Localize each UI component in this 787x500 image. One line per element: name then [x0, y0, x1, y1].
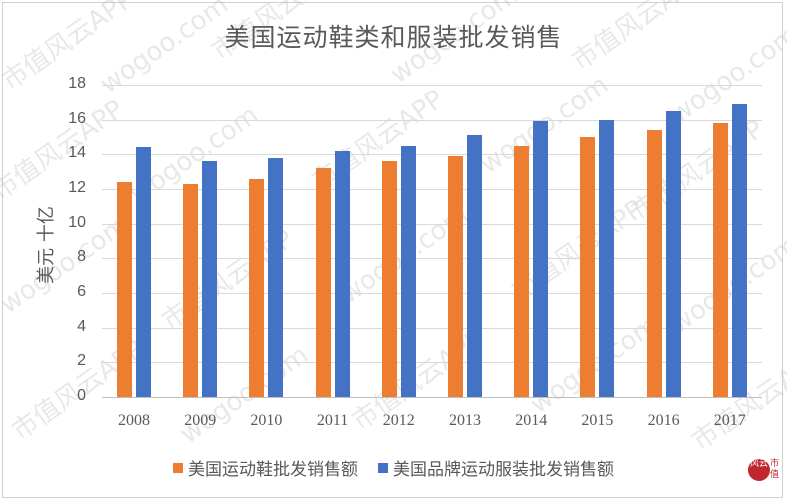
logo-side-text: 市值	[770, 459, 780, 480]
x-tick-label: 2011	[316, 412, 349, 429]
y-tick-label: 0	[77, 387, 86, 404]
bar-apparel	[467, 135, 482, 397]
bar-apparel	[334, 150, 350, 397]
x-tick-label: 2009	[184, 412, 217, 429]
bar-shoes	[183, 183, 199, 397]
bar-shoes	[315, 168, 331, 397]
legend-label: 美国品牌运动服装批发销售额	[393, 460, 614, 480]
bar-shoes	[580, 137, 596, 397]
legend-swatch-blue	[378, 462, 388, 473]
gridline	[102, 293, 762, 294]
y-tick-label: 2	[77, 352, 86, 369]
legend-swatch-orange	[173, 462, 183, 473]
bar-shoes	[448, 156, 463, 397]
x-axis-line	[102, 397, 762, 398]
legend-item-apparel: 美国品牌运动服装批发销售额	[378, 455, 614, 480]
y-tick-label: 4	[77, 318, 86, 335]
gridline	[102, 362, 762, 363]
gridline	[102, 189, 762, 190]
legend-item-shoes: 美国运动鞋批发销售额	[173, 455, 358, 480]
y-tick-label: 18	[68, 75, 86, 92]
y-tick-label: 10	[68, 214, 86, 231]
y-tick-label: 8	[77, 248, 86, 265]
gridline	[102, 328, 762, 329]
chart-title: 美国运动鞋类和服装批发销售	[224, 23, 563, 52]
x-tick-label: 2008	[118, 412, 150, 429]
bar-shoes	[646, 130, 662, 397]
gridline	[102, 224, 762, 225]
x-tick-label: 2016	[647, 412, 680, 429]
y-tick-label: 14	[68, 144, 86, 161]
bar-apparel	[400, 145, 416, 397]
gridline	[102, 85, 762, 86]
bar-apparel	[533, 121, 549, 397]
bar-apparel	[136, 147, 151, 397]
bar-shoes	[249, 178, 265, 397]
gridline	[102, 154, 762, 155]
bar-apparel	[202, 161, 218, 397]
bar-shoes	[712, 123, 728, 397]
legend: 美国运动鞋批发销售额 美国品牌运动服装批发销售额	[0, 455, 787, 480]
x-tick-label: 2010	[250, 412, 283, 429]
bar-apparel	[665, 111, 681, 397]
gridline	[102, 258, 762, 259]
x-tick-label: 2015	[581, 412, 614, 429]
bar-shoes	[381, 161, 397, 397]
y-tick-label: 6	[77, 283, 86, 300]
y-tick-label: 16	[68, 110, 86, 127]
x-tick-label: 2017	[713, 412, 746, 429]
gridline	[102, 120, 762, 121]
logo-circle-text: 风云	[749, 459, 768, 469]
x-tick-label: 2013	[449, 412, 481, 429]
x-tick-label: 2012	[382, 412, 415, 429]
legend-label: 美国运动鞋批发销售额	[188, 460, 358, 480]
bar-apparel	[599, 119, 615, 397]
x-tick-label: 2014	[515, 412, 548, 429]
bar-apparel	[268, 157, 284, 397]
bar-apparel	[731, 104, 747, 397]
brand-logo-icon: 风云	[748, 459, 770, 481]
y-tick-label: 12	[68, 179, 86, 196]
bar-shoes	[117, 182, 132, 397]
bar-shoes	[514, 145, 530, 397]
